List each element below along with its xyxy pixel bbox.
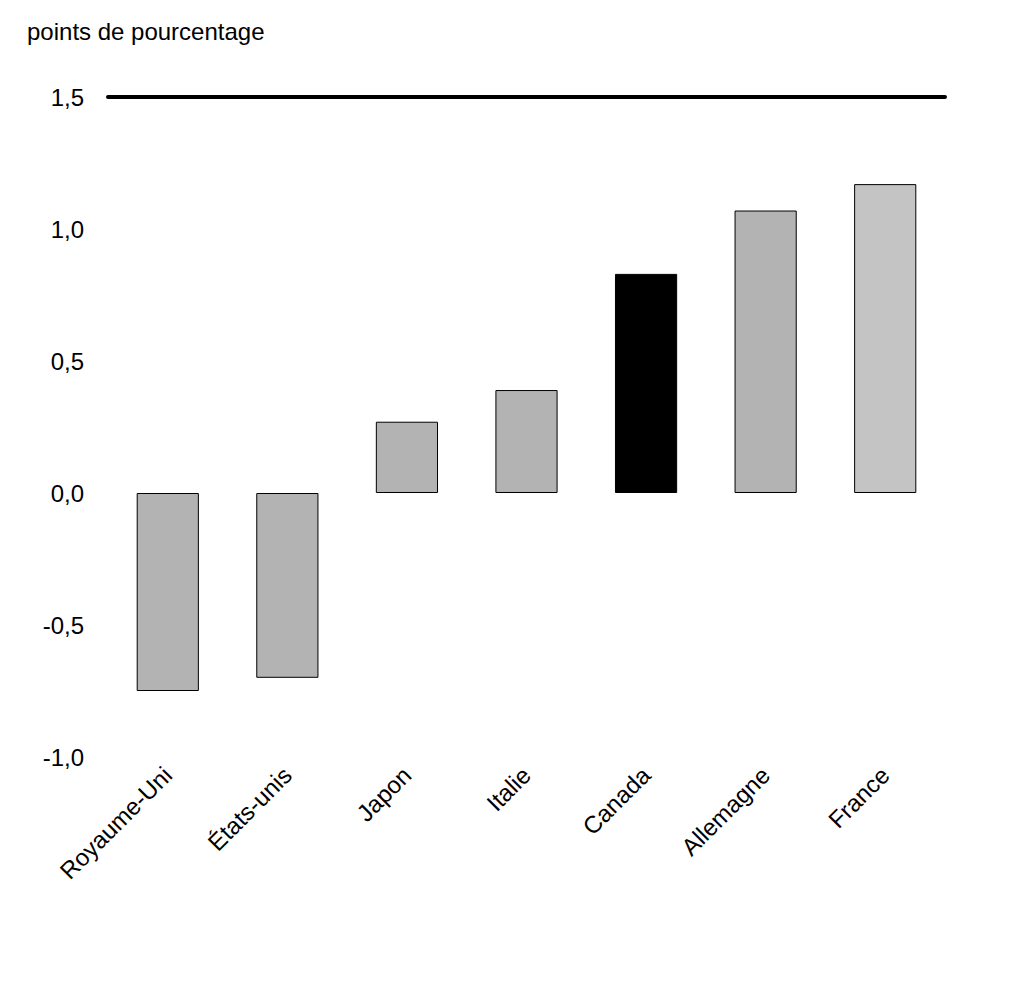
svg-text:0,0: 0,0	[51, 480, 84, 507]
svg-text:Italie: Italie	[481, 761, 536, 816]
svg-text:1,5: 1,5	[51, 84, 84, 111]
svg-text:Canada: Canada	[577, 761, 656, 840]
svg-text:États-unis: États-unis	[202, 761, 297, 856]
svg-text:Allemagne: Allemagne	[676, 761, 775, 860]
svg-text:France: France	[823, 761, 895, 833]
svg-text:-1,0: -1,0	[43, 744, 84, 771]
svg-text:-0,5: -0,5	[43, 612, 84, 639]
svg-text:0,5: 0,5	[51, 348, 84, 375]
svg-text:points de pourcentage: points de pourcentage	[27, 18, 265, 45]
svg-text:Japon: Japon	[351, 761, 416, 826]
svg-text:Royaume-Uni: Royaume-Uni	[55, 761, 178, 884]
svg-text:1,0: 1,0	[51, 216, 84, 243]
